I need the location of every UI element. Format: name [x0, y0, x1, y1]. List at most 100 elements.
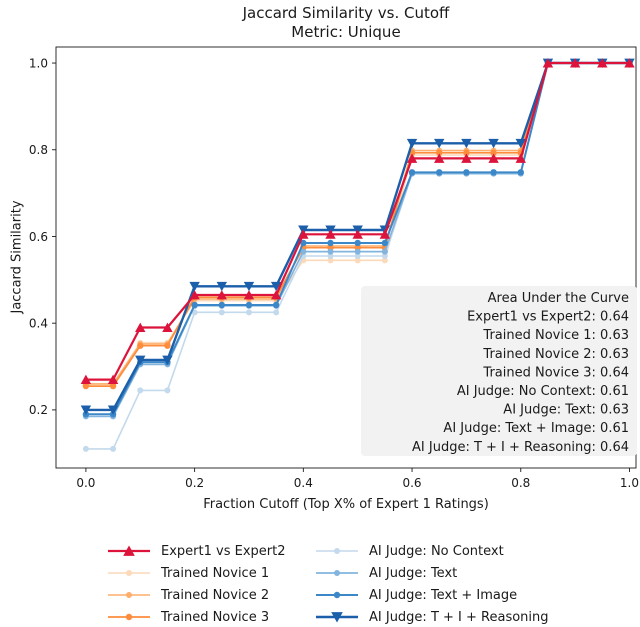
data-point-marker: [189, 281, 200, 292]
data-point-marker: [436, 169, 443, 176]
auc-annotation-line: AI Judge: Text: 0.63: [503, 403, 629, 418]
data-point-marker: [354, 248, 361, 255]
data-point-marker: [109, 382, 117, 390]
legend-item-label: AI Judge: T + I + Reasoning: [369, 609, 549, 625]
data-point-marker: [216, 290, 227, 300]
data-point-marker: [327, 257, 334, 264]
x-tick-label: 0.2: [185, 476, 204, 490]
data-point-marker: [298, 229, 309, 239]
data-point-marker: [352, 229, 363, 239]
data-point-marker: [300, 239, 307, 247]
legend-column-left: Expert1 vs Expert2 Trained Novice 1 Traine…: [106, 540, 285, 627]
data-point-marker: [381, 239, 389, 247]
y-tick-label: 1.0: [29, 56, 48, 70]
legend-item-label: AI Judge: No Context: [369, 543, 504, 559]
x-tick-label: 0.4: [294, 476, 313, 490]
auc-annotation-line: Trained Novice 1: 0.63: [482, 328, 629, 343]
data-point-marker: [189, 290, 200, 300]
data-point-marker: [300, 248, 307, 255]
axes-box: [55, 46, 637, 469]
data-point-marker: [245, 301, 253, 309]
auc-annotation-box: [361, 286, 637, 456]
data-point-marker: [434, 138, 445, 149]
data-point-marker: [243, 290, 255, 300]
legend-marker-icon: [316, 570, 358, 576]
data-point-marker: [272, 301, 280, 309]
data-point-marker: [80, 374, 92, 384]
legend-item: Trained Novice 2: [106, 584, 285, 606]
data-point-marker: [379, 229, 391, 239]
data-point-marker: [408, 169, 416, 176]
x-tick-label: 0.8: [511, 476, 530, 490]
auc-annotation-line: AI Judge: Text + Image: 0.61: [443, 421, 629, 436]
data-point-marker: [461, 138, 472, 149]
data-point-marker: [80, 405, 92, 415]
data-point-marker: [327, 248, 334, 255]
data-point-marker: [515, 138, 526, 149]
data-point-marker: [490, 149, 497, 156]
x-tick-label: 1.0: [620, 476, 639, 490]
data-point-marker: [463, 149, 470, 156]
data-point-marker: [82, 382, 90, 390]
x-axis-label: Fraction Cutoff (Top X% of Expert 1 Rati…: [203, 497, 489, 512]
data-point-marker: [569, 58, 581, 68]
data-point-marker: [110, 445, 117, 452]
data-point-marker: [354, 252, 361, 259]
data-point-marker: [406, 138, 418, 149]
y-tick-label: 0.8: [29, 143, 48, 157]
data-point-marker: [162, 355, 173, 365]
data-point-marker: [490, 169, 497, 176]
y-tick-label: 0.2: [29, 403, 48, 417]
legend-column-right: AI Judge: No Context AI Judge: Text AI Jud…: [314, 540, 549, 627]
data-point-marker: [137, 387, 144, 394]
data-point-marker: [488, 153, 499, 163]
auc-annotation-line: AI Judge: No Context: 0.61: [457, 384, 629, 399]
data-point-marker: [270, 290, 282, 300]
auc-annotation-line: Area Under the Curve: [488, 291, 629, 306]
data-point-marker: [107, 405, 119, 415]
legend-item: Trained Novice 1: [106, 562, 285, 584]
data-point-marker: [216, 281, 227, 292]
data-point-marker: [381, 252, 388, 259]
data-point-marker: [515, 153, 526, 163]
legend-item-label: Trained Novice 1: [161, 565, 270, 581]
legend-marker-icon: [316, 612, 358, 623]
data-point-marker: [434, 153, 445, 163]
legend-item: Trained Novice 3: [106, 606, 285, 627]
legend-item-label: Trained Novice 3: [161, 609, 270, 625]
data-point-marker: [436, 149, 443, 156]
data-point-marker: [327, 252, 334, 259]
data-point-marker: [245, 309, 252, 316]
legend-marker-icon: [108, 545, 150, 556]
legend-marker-icon: [108, 570, 150, 576]
y-tick-label: 0.6: [29, 230, 48, 244]
legend-item: Expert1 vs Expert2: [106, 540, 285, 562]
data-point-marker: [164, 342, 171, 349]
data-point-marker: [218, 301, 225, 309]
auc-annotation-line: Expert1 vs Expert2: 0.64: [467, 310, 629, 325]
data-point-marker: [597, 58, 608, 68]
auc-annotation-line: AI Judge: T + I + Reasoning: 0.64: [412, 440, 629, 455]
y-axis-label: Jaccard Similarity: [9, 200, 25, 314]
data-point-marker: [463, 169, 470, 176]
data-point-marker: [135, 322, 146, 332]
data-point-marker: [354, 257, 361, 264]
chart-title-block: Jaccard Similarity vs. Cutoff Metric: Un…: [243, 4, 450, 42]
auc-annotation-line: Trained Novice 2: 0.63: [482, 347, 629, 362]
x-tick-label: 0.6: [402, 476, 421, 490]
legend-marker-icon: [316, 591, 358, 599]
chart-title: Jaccard Similarity vs. Cutoff: [242, 4, 450, 22]
data-point-marker: [135, 355, 146, 365]
legend-marker-icon: [108, 613, 150, 621]
data-point-marker: [624, 58, 635, 68]
legend-item-label: AI Judge: Text: [369, 565, 458, 581]
legend-marker-icon: [108, 592, 150, 598]
data-point-marker: [354, 239, 361, 247]
data-point-marker: [517, 169, 524, 176]
data-point-marker: [461, 153, 472, 163]
legend-marker-icon: [316, 548, 358, 554]
data-point-marker: [243, 281, 255, 292]
data-point-marker: [107, 374, 119, 384]
y-tick-label: 0.4: [29, 316, 48, 330]
